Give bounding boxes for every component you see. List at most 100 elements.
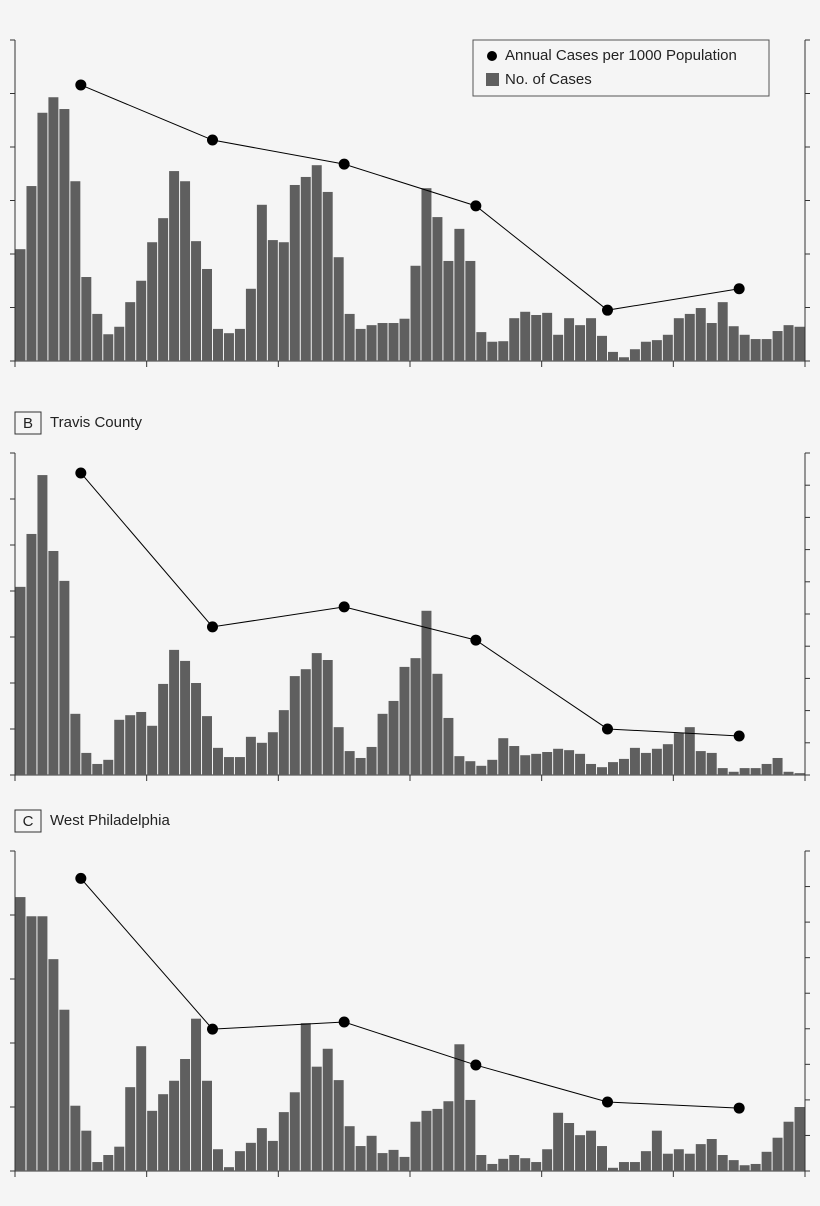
legend-box [472,39,770,97]
bar [388,700,399,775]
bar [410,1121,421,1171]
bar [366,325,377,361]
line [80,878,740,1109]
bar [92,763,103,775]
bar [377,1153,388,1171]
legend-marker [486,73,499,86]
bar [476,332,487,361]
bar [618,758,629,775]
bar [223,757,234,775]
bar [202,1080,212,1171]
line-point [338,1016,350,1028]
bar [355,1146,366,1171]
bar [377,323,388,361]
panel-box [14,809,42,833]
line [80,472,740,737]
bar [629,747,640,775]
bar [81,277,92,361]
bar [487,341,498,361]
panel-title: West Philadelphia [50,812,170,829]
bar [618,1162,629,1171]
bar [476,765,487,775]
bar [158,218,169,361]
bar [695,751,706,775]
bar [684,1153,695,1171]
bar [520,311,531,361]
bar [355,328,366,361]
panel-box [14,411,42,435]
line-point [207,1023,218,1035]
bar [103,1155,114,1171]
bar [772,331,783,361]
line-point [75,79,87,91]
legend-label: No. of Cases [505,71,592,88]
bar [92,313,103,361]
bar [48,959,59,1171]
bar [311,165,322,361]
bar [125,1087,136,1171]
bar [26,186,37,361]
bar [147,1110,158,1171]
bar [70,713,81,775]
panel-label: B [23,415,33,432]
bar [81,1130,92,1171]
bar [421,1110,432,1171]
bar [256,1128,267,1171]
bar [136,711,147,775]
bar [629,349,640,361]
bar [662,744,673,775]
bar [432,673,443,775]
panel-label: C [23,813,34,830]
bar [410,658,421,775]
bar [794,773,805,775]
bar [103,334,114,361]
bar [739,334,750,361]
bar [421,188,432,361]
bar [629,1162,640,1171]
bar [640,341,651,361]
bar [750,339,761,361]
bar [542,752,553,775]
bar [278,242,289,361]
bar [234,328,245,361]
line-point [602,304,613,316]
bar [684,313,695,361]
bar [443,260,454,361]
bar [410,265,421,361]
bar [608,1167,618,1171]
bar [256,742,267,775]
bar [300,669,311,775]
bar [651,340,662,361]
bar [498,738,509,775]
bar [114,1146,125,1171]
bar [15,249,26,361]
bar [322,660,333,775]
bar [673,733,684,775]
bar [223,333,234,361]
bar [695,308,706,361]
bar [136,1046,147,1171]
legend-marker [487,51,497,61]
bar [377,713,388,775]
bar [180,660,191,775]
bar [355,757,366,775]
bar [147,242,158,361]
bar [476,1155,487,1171]
line-point [338,601,350,613]
bar [783,325,794,361]
bar [344,751,355,775]
bar [399,1156,410,1171]
bar [388,1149,399,1171]
bar [608,351,618,361]
bar [136,280,147,361]
bar [267,732,278,775]
bar [267,240,278,361]
bar [245,1142,256,1171]
line-point [733,730,745,742]
bar [158,1094,169,1171]
bar [750,1163,761,1171]
bar [531,1162,542,1171]
bar [761,763,772,775]
bar [37,112,48,361]
